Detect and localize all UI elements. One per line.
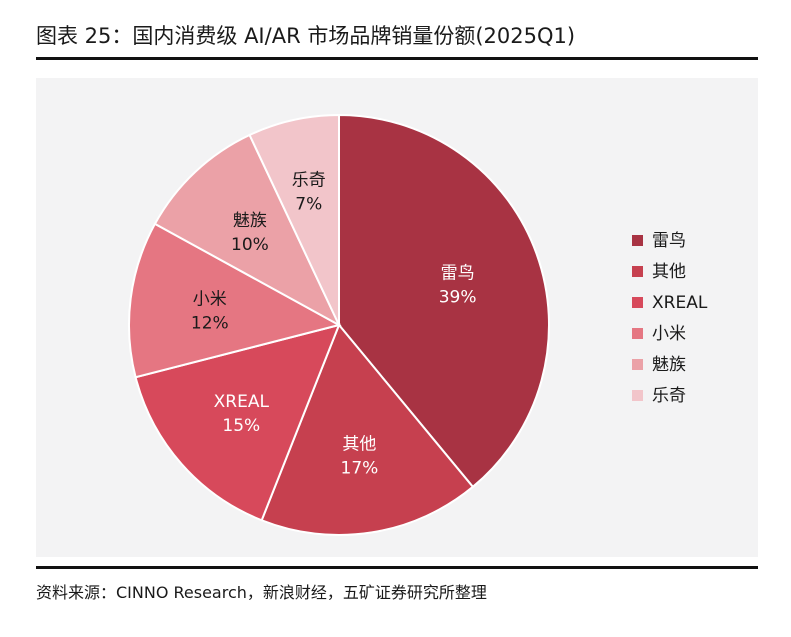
pie-slices [128, 113, 550, 536]
source-note: 资料来源：CINNO Research，新浪财经，五矿证券研究所整理 [36, 583, 487, 602]
legend-swatch-4 [632, 359, 643, 370]
legend-swatch-3 [632, 328, 643, 339]
source-rule [36, 566, 758, 569]
pie-labels: 雷鸟 39% 其他 17% XREAL 15% 小米 12% 魅族 10% 乐奇 7% [191, 171, 477, 479]
slice-value-label: 7% [295, 195, 322, 215]
pie-slice-0 [338, 113, 550, 489]
slice-name-label: 小米 [193, 290, 227, 310]
legend-swatch-2 [632, 297, 643, 308]
slice-name-label: 魅族 [233, 211, 267, 231]
legend-label: 魅族 [652, 355, 686, 375]
legend-label: 其他 [652, 262, 686, 282]
slice-value-label: 17% [341, 459, 379, 479]
legend-swatch-0 [632, 235, 643, 246]
title-rule [36, 57, 758, 60]
pie-slice-2 [134, 323, 341, 522]
slice-name-label: XREAL [214, 392, 270, 412]
legend-label: 雷鸟 [652, 231, 686, 251]
legend-label: 小米 [652, 324, 686, 344]
pie-slice-4 [153, 133, 342, 328]
legend-swatch-1 [632, 266, 643, 277]
slice-name-label: 乐奇 [292, 171, 326, 191]
pie-slice-5 [248, 113, 340, 326]
legend-label: 乐奇 [652, 386, 686, 406]
chart-panel: 雷鸟 39% 其他 17% XREAL 15% 小米 12% 魅族 10% 乐奇 7% 雷鸟 其他 XRE… [36, 78, 758, 557]
slice-value-label: 39% [439, 287, 477, 307]
pie-slice-3 [128, 222, 342, 379]
legend-swatch-5 [632, 390, 643, 401]
chart-title: 图表 25：国内消费级 AI/AR 市场品牌销量份额(2025Q1) [36, 24, 576, 48]
slice-value-label: 15% [222, 416, 260, 436]
slice-name-label: 其他 [342, 435, 376, 455]
legend-label: XREAL [652, 293, 708, 313]
slice-name-label: 雷鸟 [441, 263, 475, 283]
slice-value-label: 12% [191, 314, 229, 334]
pie-slice-1 [260, 323, 475, 536]
slice-value-label: 10% [231, 235, 269, 255]
